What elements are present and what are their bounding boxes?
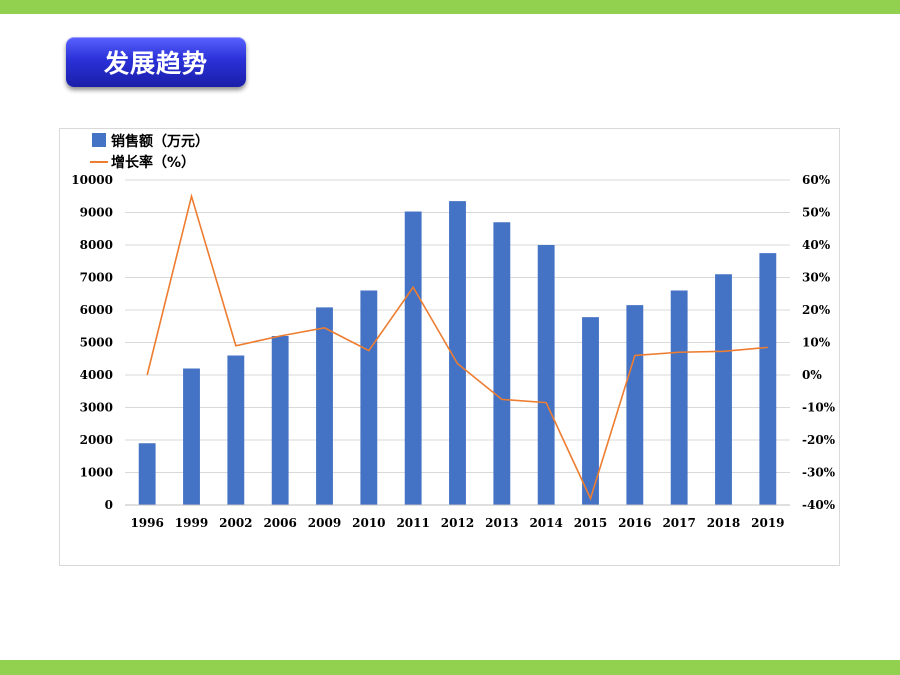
x-tick-label: 2006 <box>263 516 296 530</box>
y-left-tick-label: 8000 <box>80 238 113 252</box>
y-right-tick-label: 10% <box>802 336 831 350</box>
x-tick-label: 2009 <box>308 516 341 530</box>
x-tick-label: 2014 <box>529 516 562 530</box>
y-right-tick-label: -40% <box>802 498 836 512</box>
x-tick-label: 2002 <box>219 516 252 530</box>
y-left-tick-label: 9000 <box>80 206 113 220</box>
x-tick-label: 1999 <box>175 516 208 530</box>
y-right-tick-label: -20% <box>802 433 836 447</box>
y-left-tick-label: 6000 <box>80 303 113 317</box>
x-tick-label: 2017 <box>662 516 695 530</box>
page-title: 发展趋势 <box>66 37 246 87</box>
y-right-tick-label: 60% <box>802 173 831 187</box>
bar <box>626 305 644 505</box>
y-left-tick-label: 5000 <box>80 336 113 350</box>
growth-rate-line <box>146 193 768 501</box>
y-right-tick-label: 20% <box>802 303 831 317</box>
bar <box>537 245 555 505</box>
bar <box>183 368 200 505</box>
bar <box>271 336 289 505</box>
x-tick-label: 2011 <box>396 516 429 530</box>
legend-label-line: 增长率（%） <box>111 154 195 171</box>
bar <box>360 290 378 505</box>
y-left-tick-label: 7000 <box>80 271 113 285</box>
y-right-tick-label: 30% <box>802 271 831 285</box>
bar <box>582 317 599 505</box>
y-right-tick-label: 50% <box>802 206 831 220</box>
bar <box>138 443 156 505</box>
bar <box>227 355 245 505</box>
x-tick-label: 2012 <box>441 516 474 530</box>
legend-swatch-bar <box>92 133 106 147</box>
bar <box>759 253 777 505</box>
bar <box>670 290 688 505</box>
bar <box>404 211 422 505</box>
y-right-tick-label: -30% <box>802 466 836 480</box>
x-tick-label: 2019 <box>751 516 784 530</box>
x-tick-label: 1996 <box>130 516 163 530</box>
bottom-accent-bar <box>0 660 900 675</box>
x-tick-label: 2015 <box>574 516 607 530</box>
bar <box>493 222 511 505</box>
y-left-tick-label: 4000 <box>80 368 113 382</box>
y-left-tick-label: 1000 <box>80 466 113 480</box>
y-left-tick-label: 0 <box>105 498 113 512</box>
x-tick-label: 2010 <box>352 516 385 530</box>
y-right-tick-label: -10% <box>802 401 836 415</box>
y-right-tick-label: 0% <box>802 368 822 382</box>
legend-label-bar: 销售额（万元） <box>111 133 209 150</box>
top-accent-bar <box>0 0 900 14</box>
bar <box>715 274 732 505</box>
bar <box>449 201 466 505</box>
y-left-tick-label: 3000 <box>80 401 113 415</box>
y-left-tick-label: 2000 <box>80 433 113 447</box>
bar <box>316 307 333 505</box>
x-tick-label: 2016 <box>618 516 651 530</box>
x-tick-label: 2013 <box>485 516 518 530</box>
y-right-tick-label: 40% <box>802 238 831 252</box>
x-tick-label: 2018 <box>707 516 740 530</box>
y-left-tick-label: 10000 <box>71 173 113 187</box>
